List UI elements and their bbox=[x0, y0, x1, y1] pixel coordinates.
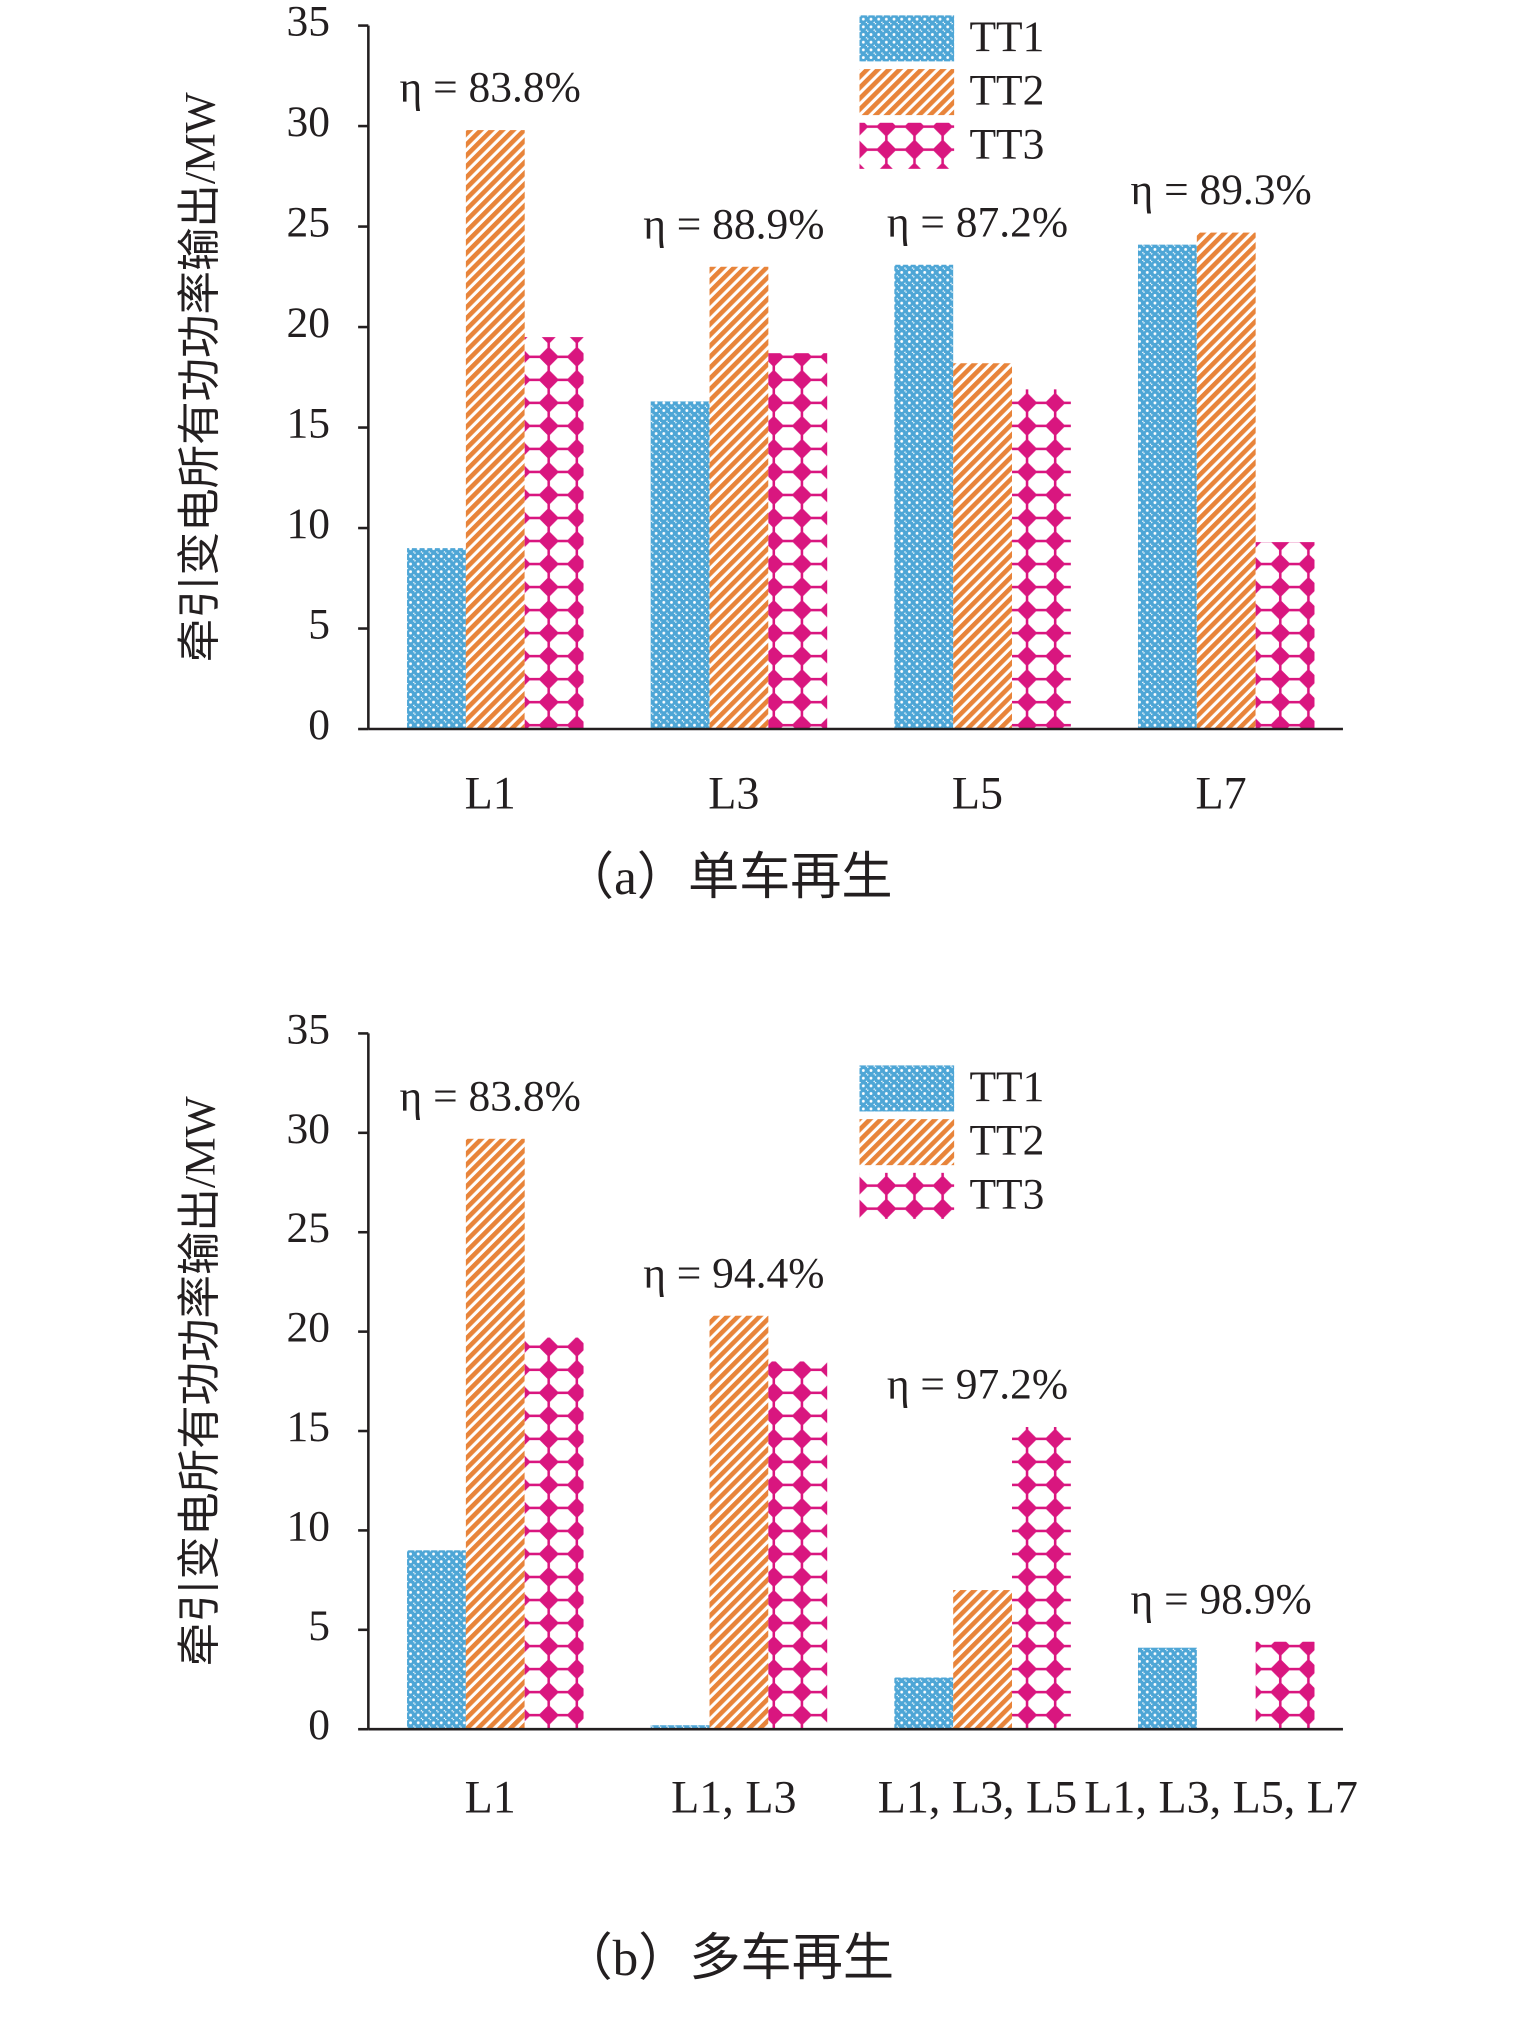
legend-label: TT2 bbox=[969, 1117, 1044, 1165]
y-tick-label: 10 bbox=[287, 1502, 330, 1550]
y-axis-label: 牵引变电所有功功率输出/MW bbox=[177, 92, 225, 662]
bar bbox=[407, 548, 466, 730]
x-tick-label-box: L1, L3, L5, L7 bbox=[1084, 1771, 1358, 1823]
bar bbox=[1196, 232, 1256, 730]
y-tick-label: 30 bbox=[287, 1105, 330, 1153]
bar bbox=[768, 353, 828, 730]
bar bbox=[524, 1337, 584, 1730]
x-tick-label-box: L1, L3 bbox=[671, 1771, 797, 1823]
y-tick-label: 30 bbox=[287, 98, 330, 146]
bar bbox=[709, 266, 769, 730]
legend-swatch bbox=[859, 1119, 955, 1166]
bar bbox=[1137, 244, 1197, 730]
y-tick-label: 15 bbox=[287, 400, 330, 448]
legend-label: TT1 bbox=[969, 1063, 1044, 1111]
annotation: η = 83.8% bbox=[400, 1072, 581, 1120]
y-tick-label: 35 bbox=[287, 0, 330, 46]
x-tick-label: L7 bbox=[1195, 767, 1247, 819]
y-tick-label: 0 bbox=[308, 701, 330, 749]
caption: （a）单车再生 bbox=[563, 849, 893, 906]
bar bbox=[709, 1315, 769, 1730]
annotation: η = 98.9% bbox=[1130, 1575, 1311, 1623]
x-tick-label-box: L7 bbox=[1195, 767, 1247, 819]
chart-body: 0 5 10 15 20 25 30 35 L1 η = 83.8% L3 η = 88.9% L5 η … bbox=[177, 0, 1358, 1987]
x-tick-label: L3 bbox=[708, 767, 760, 819]
legend-label: TT2 bbox=[969, 67, 1044, 115]
x-tick-label: L1, L3 bbox=[671, 1771, 797, 1823]
x-tick-label-box: L3 bbox=[708, 767, 760, 819]
x-tick-label-box: L1 bbox=[464, 767, 516, 819]
y-tick-label: 25 bbox=[287, 199, 330, 247]
legend-label: TT1 bbox=[969, 13, 1044, 61]
x-tick-label: L1 bbox=[464, 1771, 516, 1823]
x-tick-label: L1 bbox=[464, 767, 516, 819]
y-tick-label: 5 bbox=[308, 601, 330, 649]
x-tick-label-box: L5 bbox=[951, 767, 1004, 819]
bar bbox=[1137, 1647, 1197, 1730]
y-axis-label: 牵引变电所有功功率输出/MW bbox=[177, 1096, 225, 1666]
y-tick-label: 20 bbox=[287, 299, 330, 347]
legend-swatch bbox=[859, 1065, 955, 1112]
x-tick-label-box: L1 bbox=[464, 1771, 516, 1823]
y-tick-label: 35 bbox=[287, 1005, 330, 1053]
y-tick-label: 0 bbox=[308, 1701, 330, 1749]
annotation: η = 89.3% bbox=[1130, 166, 1311, 214]
bar bbox=[1255, 1641, 1315, 1730]
bar bbox=[953, 1590, 1013, 1730]
annotation: η = 88.9% bbox=[643, 200, 824, 248]
bar bbox=[465, 1138, 525, 1730]
bar bbox=[524, 337, 584, 730]
annotation: η = 94.4% bbox=[643, 1249, 824, 1297]
legend-label: TT3 bbox=[969, 1170, 1044, 1218]
bar bbox=[894, 1677, 954, 1730]
legend-swatch bbox=[859, 1172, 955, 1219]
annotation: η = 87.2% bbox=[887, 198, 1068, 246]
bar bbox=[650, 401, 710, 730]
y-tick-label: 20 bbox=[287, 1304, 330, 1352]
y-tick-label: 5 bbox=[308, 1602, 330, 1650]
annotation: η = 83.8% bbox=[400, 64, 581, 112]
legend-swatch bbox=[859, 69, 955, 116]
caption: （b）多车再生 bbox=[561, 1930, 894, 1987]
bar bbox=[768, 1361, 828, 1730]
bar bbox=[953, 363, 1013, 730]
bar bbox=[1255, 542, 1315, 730]
y-tick-label: 10 bbox=[287, 500, 330, 548]
x-tick-label-box: L1, L3, L5 bbox=[877, 1771, 1078, 1823]
legend-swatch bbox=[859, 122, 955, 169]
y-tick-label: 25 bbox=[287, 1204, 330, 1252]
x-tick-label: L5 bbox=[951, 767, 1004, 819]
bar bbox=[407, 1550, 466, 1730]
x-tick-label: L1, L3, L5 bbox=[877, 1771, 1078, 1823]
legend-label: TT3 bbox=[969, 120, 1044, 168]
bar bbox=[1012, 389, 1071, 730]
bar bbox=[650, 1725, 710, 1730]
x-tick-label: L1, L3, L5, L7 bbox=[1084, 1771, 1358, 1823]
bar bbox=[1012, 1427, 1071, 1730]
bar bbox=[894, 264, 954, 730]
legend-swatch bbox=[859, 15, 955, 62]
y-tick-label: 15 bbox=[287, 1403, 330, 1451]
bar bbox=[465, 130, 525, 730]
annotation: η = 97.2% bbox=[887, 1361, 1068, 1409]
